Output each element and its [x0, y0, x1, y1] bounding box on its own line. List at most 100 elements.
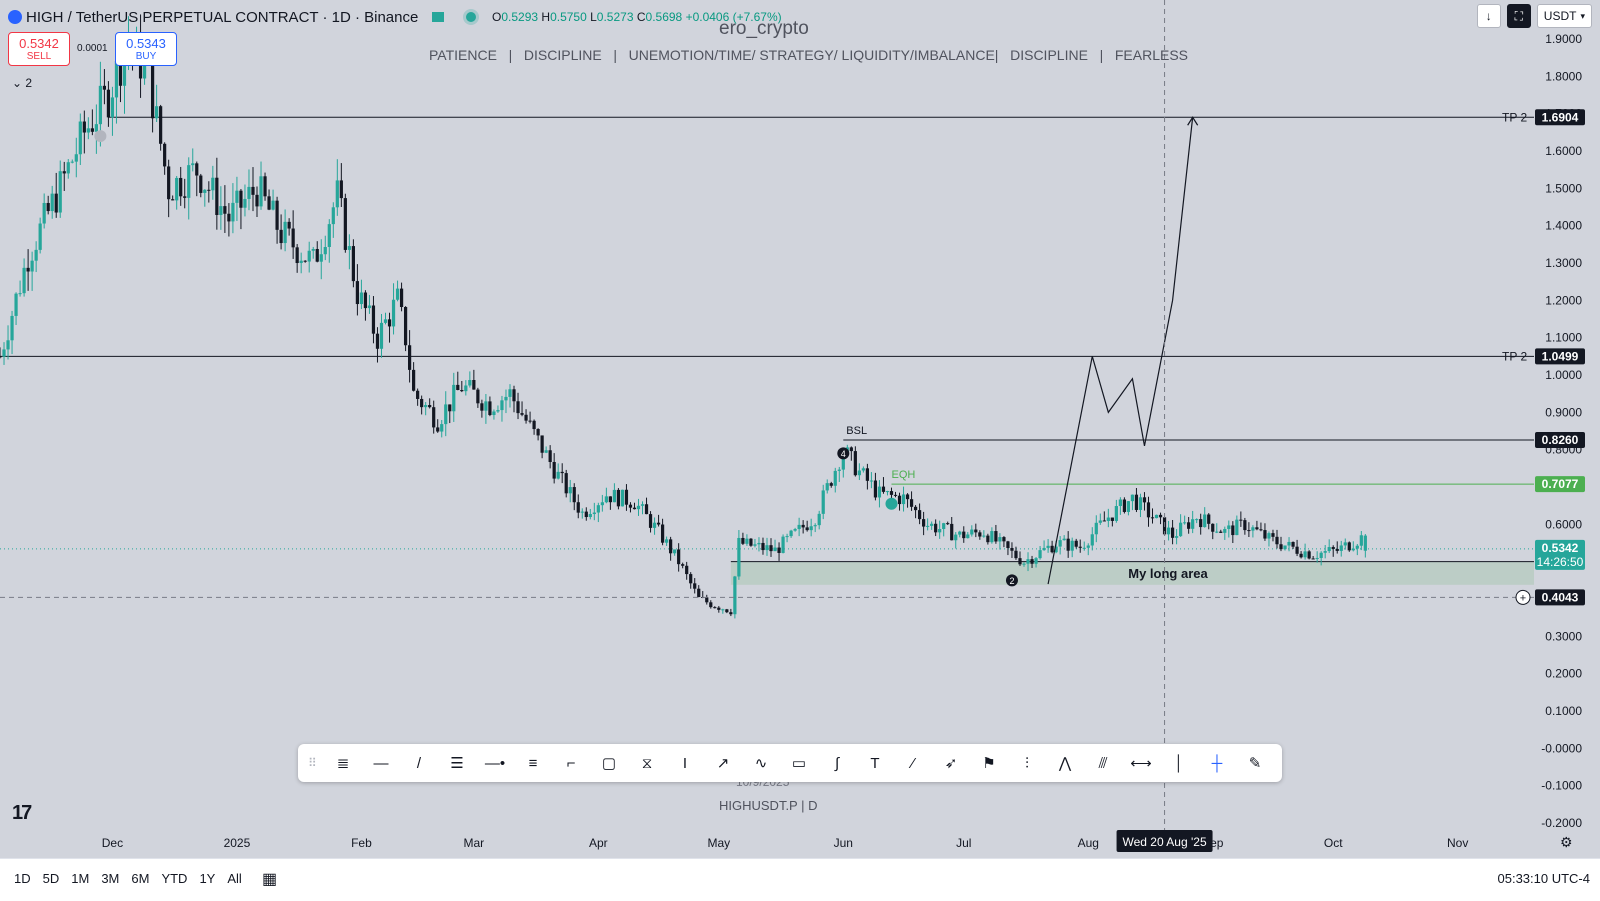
sell-button[interactable]: 0.5342 SELL	[8, 32, 70, 66]
clock[interactable]: 05:33:10 UTC-4	[1497, 871, 1591, 886]
horizontal-line-icon[interactable]: —	[373, 754, 389, 772]
trend-line-icon[interactable]: /	[416, 754, 422, 772]
indicators-toggle[interactable]: ⌄ 2	[12, 76, 32, 90]
x-tick-label: 2025	[224, 836, 251, 850]
price-range-icon[interactable]: Ι	[682, 754, 688, 772]
candle-body	[110, 97, 115, 118]
horizontal-levels: TP 2 TP 2 BSL EQH	[0, 110, 1534, 550]
candle-body	[673, 549, 677, 554]
vertical-line-icon[interactable]: │	[1174, 754, 1184, 772]
candle-body	[1203, 514, 1207, 528]
candle-body	[191, 163, 195, 166]
candle-body	[243, 198, 247, 208]
candle-body	[62, 171, 66, 174]
download-icon[interactable]: ↓	[1476, 4, 1501, 28]
candle-body	[1243, 520, 1247, 531]
candle-body	[1082, 547, 1086, 549]
candle-body	[1034, 558, 1038, 564]
candle-body	[1166, 527, 1171, 535]
symbol-title[interactable]: HIGH / TetherUS PERPETUAL CONTRACT · 1D …	[26, 8, 419, 26]
timeframe-all[interactable]: All	[227, 871, 242, 886]
timeframe-1y[interactable]: 1Y	[199, 871, 216, 886]
candle-body	[1130, 494, 1135, 502]
market-status-icon[interactable]	[466, 12, 477, 22]
candle-body	[640, 504, 645, 506]
pitchfork-icon[interactable]: ⫶	[1025, 754, 1029, 772]
crosshair-date-bg	[1116, 830, 1213, 852]
candle-body	[267, 196, 271, 210]
path-icon[interactable]: ∿	[754, 755, 768, 772]
candle-body	[1231, 525, 1235, 536]
brush-icon[interactable]: ⁄	[911, 754, 915, 772]
marker-icon	[837, 447, 850, 460]
text-icon[interactable]: T	[870, 754, 880, 772]
arrow-marker-icon[interactable]: ➶	[944, 755, 958, 772]
fib-retracement-icon[interactable]: ≣	[336, 755, 350, 772]
timeframe-5d[interactable]: 5D	[42, 871, 60, 886]
candle-body	[239, 190, 243, 208]
timeframe-3m[interactable]: 3M	[101, 871, 120, 886]
rectangle-icon[interactable]: ▢	[601, 755, 617, 772]
symbol-header[interactable]: HIGH / TetherUS PERPETUAL CONTRACT · 1D …	[8, 6, 477, 28]
timeframe-1m[interactable]: 1M	[71, 871, 90, 886]
y-tick-label: 0.3000	[1545, 629, 1582, 643]
candle-body	[897, 495, 902, 505]
forecast-icon[interactable]: ⫻	[1098, 754, 1108, 772]
y-tick-label: 0.2000	[1545, 667, 1582, 681]
watermark-title: ero_crypto	[719, 18, 809, 39]
crosshair-icon[interactable]: ┼	[1211, 754, 1223, 772]
candle-body	[247, 186, 251, 199]
arrow-icon[interactable]: ↗	[716, 755, 730, 772]
currency-select[interactable]: USDT ▾	[1536, 4, 1592, 28]
long-area-zone: My long area	[730, 561, 1534, 585]
price-label-bg	[1535, 431, 1585, 448]
buy-button[interactable]: 0.5343 BUY	[115, 32, 177, 66]
fib-extension-icon[interactable]: ≡	[528, 754, 538, 772]
price-chart[interactable]: 1.90001.80001.70001.60001.50001.40001.30…	[0, 0, 1600, 858]
candle-body	[420, 398, 424, 408]
long-short-icon[interactable]: ⧖	[641, 754, 653, 772]
candle-body	[295, 247, 299, 264]
horizontal-ray-icon[interactable]: —•	[484, 754, 506, 772]
timeframe-1d[interactable]: 1D	[14, 871, 31, 886]
candle-body	[817, 513, 821, 526]
callout-icon[interactable]: ⌐	[566, 754, 576, 772]
candle-body	[954, 534, 958, 541]
parallel-channel-icon[interactable]: ☰	[450, 755, 464, 772]
candle-body	[484, 401, 488, 411]
candle-body	[1010, 547, 1014, 551]
drag-handle-icon[interactable]: ⠿	[308, 756, 317, 770]
candle-body	[681, 564, 685, 566]
candle-body	[307, 250, 311, 262]
candle-body	[685, 565, 689, 575]
candle-body	[757, 542, 761, 545]
calendar-icon[interactable]: ▦	[262, 871, 278, 888]
candle-body	[1026, 559, 1030, 564]
candle-body	[697, 588, 701, 597]
candle-body	[580, 511, 584, 513]
candle-body	[1211, 523, 1215, 532]
fullscreen-icon[interactable]: ⛶	[1506, 4, 1531, 28]
timeframe-6m[interactable]: 6M	[131, 871, 150, 886]
candle-body	[227, 213, 231, 222]
candle-body	[94, 124, 98, 132]
tradingview-logo[interactable]: 17	[12, 802, 32, 824]
candle-body	[1219, 531, 1223, 533]
pattern-icon[interactable]: ⋀	[1058, 755, 1072, 772]
candle-body	[30, 260, 34, 272]
date-range-icon[interactable]: ⟷	[1130, 755, 1152, 772]
eraser-icon[interactable]: ✎	[1248, 755, 1262, 772]
flag-icon[interactable]: ⚑	[982, 755, 996, 772]
x-tick-label: Jul	[956, 836, 971, 850]
curve-icon[interactable]: ∫	[834, 754, 840, 772]
gear-icon[interactable]: ⚙	[1560, 834, 1573, 850]
comment-icon[interactable]: ▭	[791, 755, 807, 772]
candle-body	[183, 196, 187, 198]
candle-body	[142, 61, 147, 79]
candle-body	[263, 176, 267, 197]
candle-body	[777, 547, 781, 553]
timeframe-ytd[interactable]: YTD	[161, 871, 188, 886]
candle-body	[1227, 525, 1231, 530]
flag-icon[interactable]	[432, 12, 445, 22]
candle-body	[652, 522, 657, 528]
